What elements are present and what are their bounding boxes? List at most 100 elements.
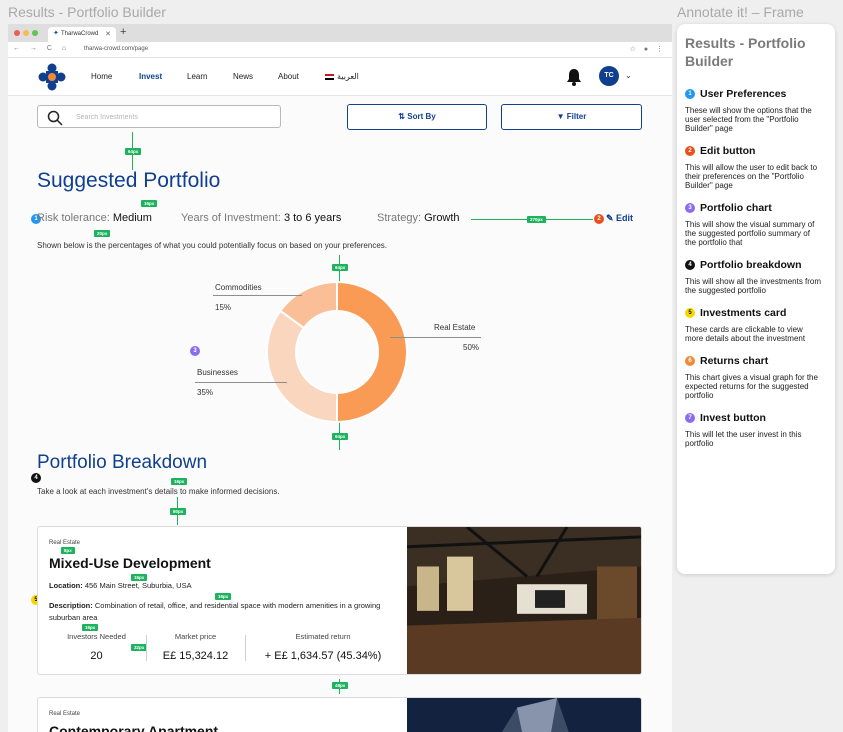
card-description: Description: Combination of retail, offi… (49, 600, 399, 624)
investment-card[interactable]: Real Estate 8px Mixed-Use Development 16… (37, 526, 642, 675)
spacing-badge: 16px (141, 200, 158, 207)
investors-value: 20 (90, 650, 103, 662)
card-category: Real Estate (49, 711, 81, 717)
browser-tabbar: ✦ TharwaCrowd ✕ + (8, 24, 672, 42)
annotation-title: Edit button (700, 145, 756, 157)
edit-button[interactable]: ✎ Edit (606, 213, 633, 224)
property-photo (407, 698, 641, 732)
chevron-down-icon[interactable]: ⌄ (625, 71, 632, 80)
annotation-heading: 3 Portfolio chart (685, 202, 827, 214)
annotation-list: 1 User Preferences These will show the opt… (685, 88, 827, 448)
browser-nav-icons[interactable]: ← → C ⌂ (13, 45, 71, 52)
strategy-value: Growth (424, 212, 460, 224)
browser-tab[interactable]: ✦ TharwaCrowd ✕ (48, 27, 116, 42)
url-field[interactable]: tharwa-crowd.com/page (64, 43, 629, 56)
annotation-heading: 7 Invest button (685, 412, 827, 424)
investors-label: Investors Needed (67, 632, 126, 641)
strategy-label: Strategy: (377, 212, 422, 224)
tab-close-icon[interactable]: ✕ (105, 31, 111, 38)
spacing-badge: 80px (170, 508, 187, 515)
maximize-window-dot[interactable] (32, 30, 38, 36)
annotation-number-badge: 2 (685, 146, 695, 156)
card-title: Mixed-Use Development (49, 555, 211, 571)
annotation-number-badge: 6 (685, 356, 695, 366)
annotation-description: This chart gives a visual graph for the … (685, 373, 818, 400)
avatar[interactable]: TC (599, 66, 619, 86)
legend-value-businesses: 35% (197, 388, 214, 397)
nav-news[interactable]: News (233, 72, 254, 81)
annotation-item: 5 Investments card These cards are clickab… (685, 307, 827, 343)
spacing-badge: 8px (61, 547, 75, 554)
property-photo (407, 527, 641, 674)
price-value: E£ 15,324.12 (162, 650, 229, 662)
stat-divider (245, 635, 246, 661)
annotation-item: 3 Portfolio chart This will show the visua… (685, 202, 827, 247)
notification-bell-icon[interactable] (566, 68, 582, 86)
annotation-panel: Results - Portfolio Builder 1 User Prefer… (677, 24, 835, 574)
location-value: 456 Main Street, Suburbia, USA (84, 581, 192, 590)
spacing-badge: 16px (131, 574, 148, 581)
annotation-item: 6 Returns chart This chart gives a visual … (685, 355, 827, 400)
risk-value: Medium (112, 212, 152, 224)
edit-icon: ✎ (606, 213, 617, 223)
annotation-title: Portfolio chart (700, 202, 772, 214)
minimize-window-dot[interactable] (23, 30, 29, 36)
annotation-item: 4 Portfolio breakdown This will show all t… (685, 259, 827, 295)
portfolio-breakdown-title: Portfolio Breakdown (37, 452, 208, 473)
search-icon (47, 110, 63, 126)
nav-home[interactable]: Home (91, 72, 113, 81)
search-input[interactable] (76, 110, 266, 124)
annotation-number-badge: 1 (685, 89, 695, 99)
leader-line (195, 382, 287, 383)
spacing-badge: 16px (171, 478, 188, 485)
years-of-investment: Years of Investment: 3 to 6 years (181, 212, 341, 224)
sort-by-button[interactable]: ⇅ Sort By (347, 104, 487, 130)
annotation-heading: 6 Returns chart (685, 355, 827, 367)
annotation-marker-2: 2 (594, 214, 604, 224)
location-label: Location: (49, 581, 83, 590)
nav-about[interactable]: About (278, 72, 299, 81)
risk-label: Risk tolerance: (37, 212, 110, 224)
filter-button[interactable]: ▼ Filter (501, 104, 642, 130)
annotation-number-badge: 5 (685, 308, 695, 318)
nav-learn[interactable]: Learn (187, 72, 208, 81)
search-box[interactable] (37, 105, 281, 128)
annotation-heading: 5 Investments card (685, 307, 827, 319)
annotation-description: This will allow the user to edit back to… (685, 163, 818, 190)
annotation-number-badge: 4 (685, 260, 695, 270)
spacing-badge: 64px (332, 433, 349, 440)
nav-invest[interactable]: Invest (139, 72, 163, 81)
browser-menu-icons[interactable]: ☆ ● ⋮ (629, 46, 666, 53)
spacing-badge: 64px (125, 148, 142, 155)
card-title: Contemporary Apartment (49, 723, 219, 732)
risk-tolerance: Risk tolerance: Medium (37, 212, 152, 224)
slice-commodities (278, 280, 338, 330)
slice-businesses (266, 309, 338, 424)
annotation-description: This will show all the investments from … (685, 277, 822, 295)
annotation-title: User Preferences (700, 88, 787, 100)
frame-title-right: Annotate it! – Frame (677, 4, 804, 20)
suggested-portfolio-title: Suggested Portfolio (37, 169, 221, 192)
annotation-heading: 1 User Preferences (685, 88, 827, 100)
annotation-marker-5: 5 (31, 595, 41, 605)
annotation-description: These cards are clickable to view more d… (685, 325, 806, 343)
tharwa-logo-icon[interactable] (38, 63, 66, 91)
legend-label-commodities: Commodities (215, 283, 262, 292)
address-bar: ← → C ⌂ tharwa-crowd.com/page ☆ ● ⋮ (8, 42, 672, 58)
card-category: Real Estate (49, 540, 81, 546)
legend-value-commodities: 15% (215, 303, 232, 312)
return-value: + E£ 1,634.57 (45.34%) (264, 650, 382, 662)
description-label: Description: (49, 601, 93, 610)
language-switch[interactable]: العربية (325, 72, 359, 81)
egypt-flag-icon (325, 73, 334, 80)
new-tab-icon[interactable]: + (120, 26, 127, 38)
close-window-dot[interactable] (14, 30, 20, 36)
annotation-item: 1 User Preferences These will show the opt… (685, 88, 827, 133)
annotation-marker-1: 1 (31, 214, 41, 224)
investment-card[interactable]: Real Estate Contemporary Apartment (37, 697, 642, 732)
spacing-badge: 16px (215, 593, 232, 600)
annotation-heading: 2 Edit button (685, 145, 827, 157)
stat-divider (146, 635, 147, 661)
annotation-title: Returns chart (700, 355, 769, 367)
filter-icon: ▼ (556, 112, 567, 121)
